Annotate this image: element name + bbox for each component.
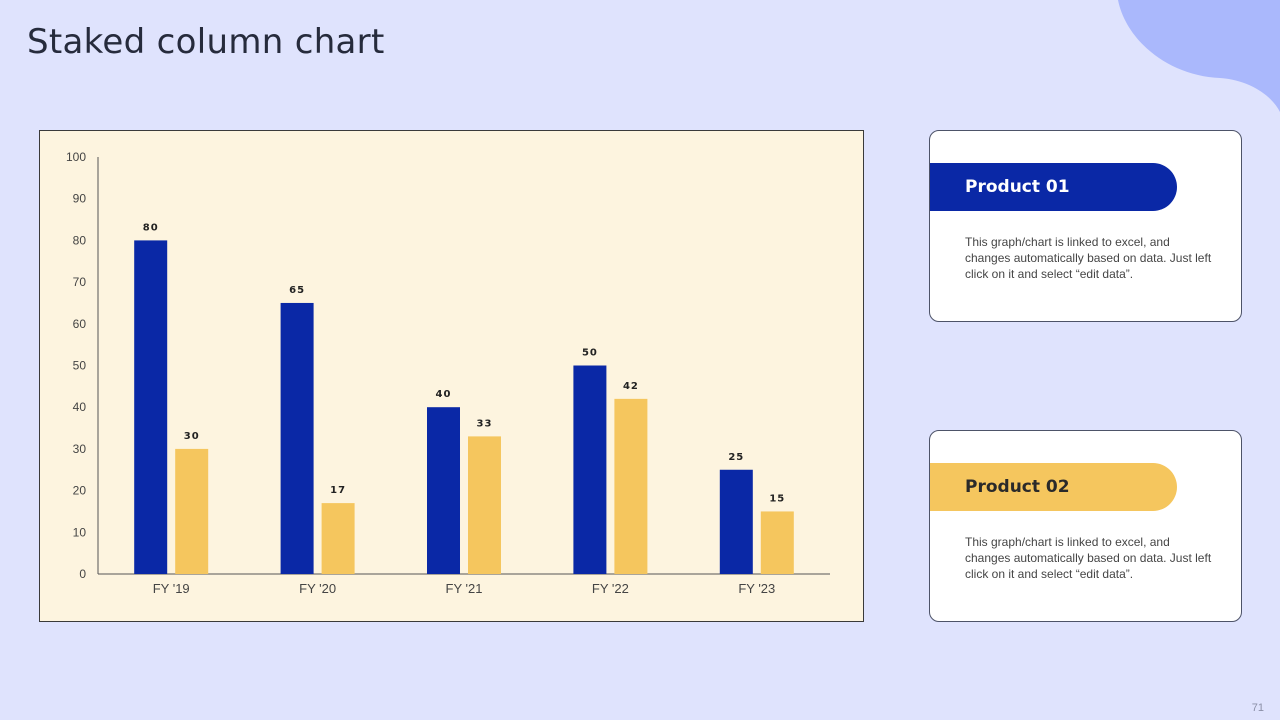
x-tick-label: FY '20 xyxy=(299,581,336,596)
data-label: 40 xyxy=(436,389,452,400)
column-chart: 0 10 20 30 40 50 60 70 80 90 100 80 30 FY '19 65 17 FY '… xyxy=(66,150,830,596)
bar xyxy=(468,436,501,574)
data-label: 17 xyxy=(330,485,346,496)
product-01-label: Product 01 xyxy=(930,163,1177,211)
page-title: Staked column chart xyxy=(27,22,385,62)
data-label: 80 xyxy=(143,222,159,233)
x-tick-label: FY '22 xyxy=(592,581,629,596)
y-tick-label: 70 xyxy=(73,275,87,289)
data-label: 42 xyxy=(623,381,639,392)
x-tick-label: FY '21 xyxy=(446,581,483,596)
product-card-02: Product 02 This graph/chart is linked to… xyxy=(929,430,1242,622)
data-label: 33 xyxy=(477,418,493,429)
data-label: 25 xyxy=(728,452,744,463)
bar xyxy=(573,365,607,574)
bar xyxy=(134,240,168,574)
x-tick-label: FY '23 xyxy=(738,581,775,596)
product-02-label: Product 02 xyxy=(930,463,1177,511)
bar xyxy=(175,448,209,574)
product-01-description: This graph/chart is linked to excel, and… xyxy=(965,235,1212,281)
y-tick-label: 50 xyxy=(73,359,87,373)
data-label: 65 xyxy=(289,285,305,296)
bar xyxy=(614,398,648,574)
y-tick-label: 30 xyxy=(73,442,87,456)
bar xyxy=(280,302,314,574)
y-tick-label: 0 xyxy=(79,567,86,581)
y-tick-label: 80 xyxy=(73,233,87,247)
y-tick-label: 20 xyxy=(73,484,87,498)
bar xyxy=(760,511,794,574)
data-label: 30 xyxy=(184,431,200,442)
data-label: 15 xyxy=(769,493,785,504)
y-tick-label: 90 xyxy=(73,192,87,206)
page-number: 71 xyxy=(1251,702,1264,714)
bar xyxy=(719,469,753,574)
y-tick-label: 10 xyxy=(73,525,87,539)
y-tick-label: 40 xyxy=(73,400,87,414)
product-card-01: Product 01 This graph/chart is linked to… xyxy=(929,130,1242,322)
product-02-description: This graph/chart is linked to excel, and… xyxy=(965,535,1212,581)
y-tick-label: 100 xyxy=(66,150,86,164)
data-label: 50 xyxy=(582,348,598,359)
bar xyxy=(427,407,460,574)
bar xyxy=(321,503,355,574)
y-tick-label: 60 xyxy=(73,317,87,331)
chart-panel: 0 10 20 30 40 50 60 70 80 90 100 80 30 FY '19 65 17 FY '… xyxy=(39,130,864,622)
x-tick-label: FY '19 xyxy=(153,581,190,596)
